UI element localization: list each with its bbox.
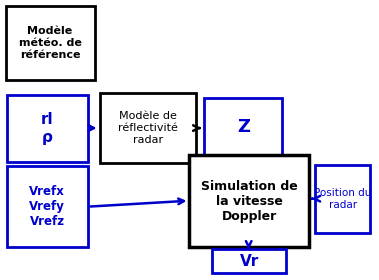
FancyBboxPatch shape — [212, 249, 286, 273]
Text: Vr: Vr — [240, 254, 259, 269]
Text: Simulation de
la vitesse
Doppler: Simulation de la vitesse Doppler — [201, 180, 298, 223]
Text: Position du
radar: Position du radar — [314, 188, 371, 209]
Text: rl
ρ: rl ρ — [41, 112, 53, 145]
Text: Vrefx
Vrefy
Vrefz: Vrefx Vrefy Vrefz — [29, 185, 65, 228]
FancyBboxPatch shape — [6, 95, 88, 162]
FancyBboxPatch shape — [6, 166, 88, 248]
Text: Modèle
météo. de
référence: Modèle météo. de référence — [19, 26, 81, 60]
FancyBboxPatch shape — [100, 93, 196, 163]
Text: Modèle de
réflectivité
radar: Modèle de réflectivité radar — [118, 111, 178, 145]
FancyBboxPatch shape — [204, 98, 282, 155]
FancyBboxPatch shape — [6, 6, 95, 80]
Text: Z: Z — [237, 118, 250, 136]
FancyBboxPatch shape — [315, 165, 370, 232]
FancyBboxPatch shape — [190, 155, 309, 248]
